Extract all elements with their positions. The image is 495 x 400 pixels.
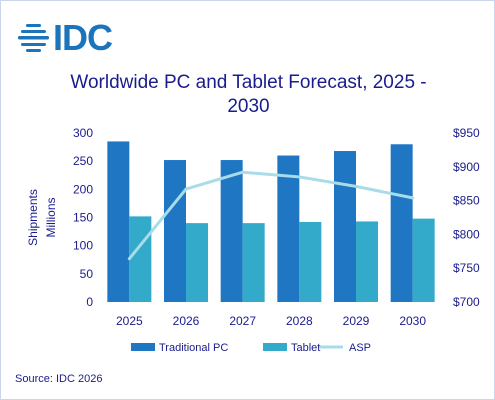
x-tick-label: 2028	[286, 314, 313, 328]
bar-traditional-pc	[277, 155, 300, 302]
chart-title: Worldwide PC and Tablet Forecast, 2025 -…	[70, 72, 427, 117]
y-left-tick-label: 200	[73, 182, 93, 196]
bar-tablet	[299, 222, 322, 302]
y-left-tick-label: 50	[80, 267, 94, 281]
y-left-tick-label: 0	[86, 295, 93, 309]
y-axis-title: Shipments	[26, 189, 40, 246]
x-tick-label: 2025	[116, 314, 143, 328]
bar-tablet	[412, 218, 435, 302]
bar-traditional-pc	[390, 144, 413, 302]
line-asp	[127, 170, 415, 261]
y-right-tick-label: $800	[453, 227, 480, 241]
x-tick-label: 2030	[399, 314, 426, 328]
y-left-tick-label: 100	[73, 239, 93, 253]
bar-tablet	[129, 216, 152, 302]
logo-text: IDC	[53, 17, 113, 58]
bar-tablet	[186, 223, 208, 302]
bar-traditional-pc	[334, 151, 356, 302]
y-left-tick-label: 300	[73, 126, 93, 140]
y-left-tick-label: 250	[73, 154, 93, 168]
bar-tablet	[242, 223, 265, 302]
bar-tablet	[356, 221, 378, 302]
legend-label-traditional-pc: Traditional PC	[159, 342, 228, 354]
bar-traditional-pc	[164, 160, 186, 302]
idc-logo: IDC	[17, 17, 113, 58]
y-right-tick-label: $700	[453, 295, 480, 309]
y-axis-title: Millions	[44, 197, 58, 237]
bar-traditional-pc	[107, 141, 130, 302]
legend-swatch-traditional-pc	[131, 343, 155, 351]
y-right-tick-label: $900	[453, 160, 480, 174]
y-right-tick-label: $850	[453, 194, 480, 208]
source-note: Source: IDC 2026	[15, 373, 103, 385]
y-right-tick-label: $950	[453, 126, 480, 140]
legend-swatch-tablet	[263, 343, 287, 351]
bar-traditional-pc	[220, 160, 243, 302]
globe-icon	[18, 23, 49, 52]
y-right-tick-label: $750	[453, 261, 480, 275]
x-tick-label: 2026	[173, 314, 200, 328]
x-tick-label: 2027	[229, 314, 256, 328]
legend-label-asp: ASP	[349, 342, 371, 354]
x-tick-label: 2029	[343, 314, 370, 328]
legend-label-tablet: Tablet	[291, 342, 320, 354]
y-left-tick-label: 150	[73, 211, 93, 225]
